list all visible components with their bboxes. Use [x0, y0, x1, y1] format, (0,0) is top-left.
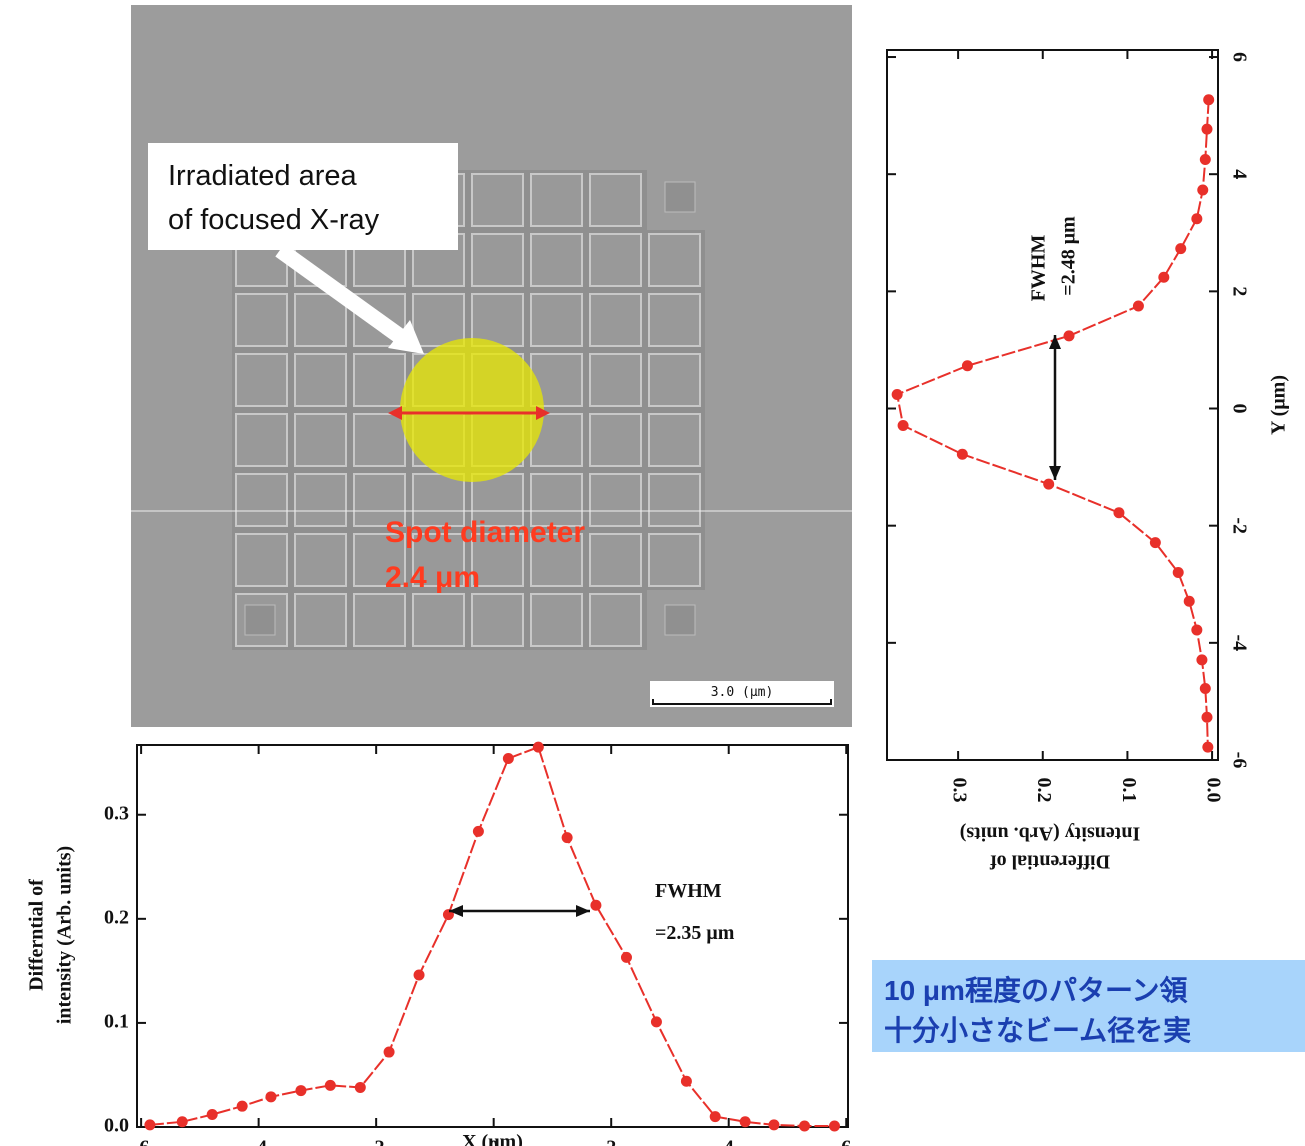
x-tick-label: 4 — [724, 1137, 734, 1146]
scale-bar-label: 3.0 (μm) — [711, 685, 774, 700]
annotation: =2.48 μm — [1058, 216, 1080, 296]
data-point — [1113, 507, 1125, 519]
y-axis-title: Differential of — [990, 850, 1110, 872]
data-point — [1201, 123, 1213, 135]
data-point — [956, 448, 968, 460]
data-point — [236, 1100, 248, 1112]
data-point — [532, 741, 544, 753]
x-tick-label: 6 — [841, 1137, 851, 1146]
y-tick-label: 0.2 — [1033, 778, 1055, 803]
data-point — [1203, 94, 1215, 106]
data-point — [295, 1085, 307, 1097]
callout-line: Irradiated area — [168, 160, 357, 192]
data-point — [1063, 330, 1075, 342]
data-point — [768, 1119, 780, 1131]
y-axis-title: Differntial of — [26, 879, 48, 991]
y-axis-title: intensity (Arb. units) — [54, 846, 76, 1024]
y-tick-label: 0.0 — [104, 1115, 129, 1137]
charts: -6 -4 -2 0 2 4 6 0.0 0.1 0.2 0.3 X (μm) Differntial … — [26, 49, 1290, 1146]
x-tick-label: 4 — [1228, 169, 1250, 179]
spot-label: 2.4 μm — [385, 561, 480, 594]
callout-line: of focused X-ray — [168, 204, 380, 236]
data-point — [1201, 711, 1213, 723]
data-point — [1149, 537, 1161, 549]
x-tick-label: 2 — [1228, 286, 1250, 296]
x-tick-label: -4 — [250, 1137, 267, 1146]
data-point — [1191, 213, 1203, 225]
data-point — [891, 388, 903, 400]
data-point — [144, 1119, 156, 1131]
note-line: 10 μm程度のパターン領 — [884, 974, 1188, 1006]
x-tick-label: 0 — [1228, 404, 1250, 414]
data-point — [1199, 683, 1211, 695]
x-tick-label: -4 — [1228, 635, 1250, 652]
plot-frame — [136, 744, 849, 1128]
y-tick-label: 0.0 — [1202, 778, 1224, 803]
x-tick-label: 2 — [606, 1137, 616, 1146]
data-point — [176, 1116, 188, 1128]
spot-label: Spot diameter — [385, 516, 585, 549]
data-point — [620, 951, 632, 963]
arrow-head — [1049, 335, 1061, 349]
data-point — [1132, 300, 1144, 312]
plot-frame — [886, 49, 1219, 761]
data-point — [961, 360, 973, 372]
y-axis-title: Intensity (Arb. units) — [960, 822, 1141, 844]
data-point — [1199, 154, 1211, 166]
y-tick-label: 0.1 — [1118, 778, 1140, 803]
x-axis-title: Y (μm) — [1268, 375, 1290, 435]
data-point — [1158, 271, 1170, 283]
data-point — [1172, 567, 1184, 579]
data-point — [799, 1120, 811, 1132]
data-point — [561, 832, 573, 844]
data-point — [680, 1075, 692, 1087]
annotation: FWHM — [655, 880, 722, 902]
data-point — [828, 1120, 840, 1132]
x-tick-label: -6 — [133, 1137, 150, 1146]
note-box: 10 μm程度のパターン領 十分小さなビーム径を実 — [872, 960, 1305, 1052]
x-tick-label: 0 — [489, 1137, 499, 1146]
data-point — [1043, 478, 1055, 490]
data-point — [413, 969, 425, 981]
y-tick-label: 0.3 — [104, 802, 129, 824]
data-point — [502, 753, 514, 765]
data-point — [354, 1081, 366, 1093]
data-point — [590, 899, 602, 911]
data-point — [897, 420, 909, 432]
data-point — [739, 1116, 751, 1128]
arrow-head — [449, 905, 463, 917]
x-tick-label: -2 — [368, 1137, 385, 1146]
data-point — [650, 1016, 662, 1028]
data-point — [1197, 184, 1209, 196]
data-point — [1183, 595, 1195, 607]
data-point — [1196, 654, 1208, 666]
x-tick-label: 6 — [1228, 52, 1250, 62]
data-point — [206, 1109, 218, 1121]
x-tick-label: -2 — [1228, 517, 1250, 534]
annotation: =2.35 μm — [655, 922, 735, 944]
arrow-head — [576, 905, 590, 917]
data-point — [1191, 624, 1203, 636]
data-line — [896, 99, 1210, 748]
data-point — [265, 1091, 277, 1103]
y-tick-label: 0.1 — [104, 1011, 129, 1033]
arrow-head — [1049, 466, 1061, 480]
sem-image: Irradiated area of focused X-ray Spot di… — [131, 5, 852, 727]
y-tick-label: 0.2 — [104, 906, 129, 928]
y-tick-label: 0.3 — [949, 778, 971, 803]
data-point — [472, 825, 484, 837]
note-line: 十分小さなビーム径を実 — [884, 1014, 1191, 1046]
data-point — [324, 1079, 336, 1091]
data-point — [1202, 741, 1214, 753]
data-point — [383, 1046, 395, 1058]
annotation: FWHM — [1028, 235, 1050, 302]
x-tick-label: -6 — [1228, 752, 1250, 769]
x-axis-title: X (μm) — [462, 1131, 523, 1146]
data-point — [1175, 243, 1187, 255]
data-point — [709, 1111, 721, 1123]
